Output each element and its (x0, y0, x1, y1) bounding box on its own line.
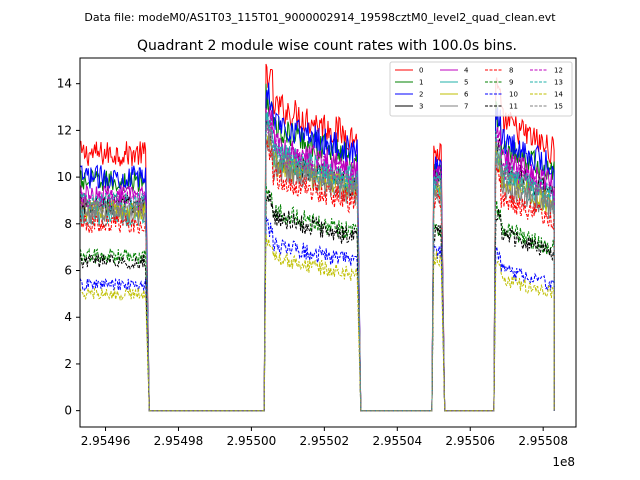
y-tick-label: 0 (64, 404, 72, 418)
legend-label-10: 10 (509, 91, 518, 99)
y-tick-label: 4 (64, 310, 72, 324)
x-tick-label: 2.95508 (518, 434, 568, 448)
legend-label-3: 3 (419, 103, 423, 111)
x-axis: 2.95496 2.95498 2.95500 2.95502 2.95504 2.955… (81, 427, 568, 448)
legend-label-14: 14 (554, 91, 563, 99)
series-line-2 (79, 82, 555, 412)
series-line-4 (79, 106, 555, 412)
legend-label-1: 1 (419, 79, 423, 87)
legend-label-7: 7 (464, 103, 468, 111)
series-line-14 (79, 233, 555, 412)
x-offset-label: 1e8 (552, 455, 575, 469)
legend-label-0: 0 (419, 67, 423, 75)
series-line-9 (79, 183, 555, 412)
series-layer (79, 63, 555, 412)
x-tick-label: 2.95496 (81, 434, 131, 448)
legend-label-6: 6 (464, 91, 469, 99)
y-tick-label: 2 (64, 357, 72, 371)
legend-label-4: 4 (464, 67, 469, 75)
series-line-13 (79, 114, 555, 412)
legend-label-5: 5 (464, 79, 468, 87)
legend-box (389, 61, 573, 117)
x-tick-label: 2.95498 (154, 434, 204, 448)
legend-label-2: 2 (419, 91, 423, 99)
chart-title: Quadrant 2 module wise count rates with … (137, 38, 517, 54)
legend-label-9: 9 (509, 79, 513, 87)
legend-label-11: 11 (509, 103, 518, 111)
series-line-0 (79, 63, 555, 412)
series-line-1 (79, 83, 555, 412)
y-axis: 0 2 4 6 8 10 12 14 (57, 77, 80, 418)
y-tick-label: 12 (57, 123, 72, 137)
x-tick-label: 2.95502 (300, 434, 350, 448)
series-line-11 (79, 191, 555, 412)
legend-label-13: 13 (554, 79, 563, 87)
chart-suptitle: Data file: modeM0/AS1T03_115T01_90000029… (84, 11, 556, 24)
y-tick-label: 6 (64, 264, 72, 278)
legend-label-8: 8 (509, 67, 513, 75)
plot-frame (79, 57, 577, 428)
y-tick-label: 10 (57, 170, 72, 184)
legend-label-12: 12 (554, 67, 563, 75)
x-tick-label: 2.95506 (445, 434, 495, 448)
series-line-15 (79, 121, 555, 412)
y-tick-label: 8 (64, 217, 72, 231)
x-tick-label: 2.95500 (227, 434, 277, 448)
series-line-10 (79, 216, 555, 412)
series-line-8 (79, 140, 555, 412)
x-tick-label: 2.95504 (372, 434, 422, 448)
legend-label-15: 15 (554, 103, 563, 111)
y-tick-label: 14 (57, 77, 72, 91)
